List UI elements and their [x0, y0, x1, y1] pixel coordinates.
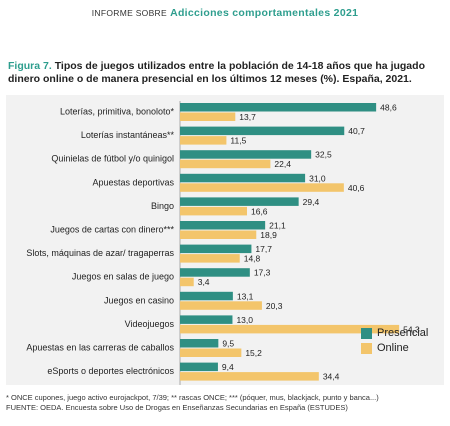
data-label-presencial: 17,7	[255, 244, 272, 254]
data-label-presencial: 9,5	[222, 339, 234, 349]
category-label: Juegos de cartas con dinero***	[50, 225, 174, 235]
bar-online	[180, 301, 262, 310]
bar-presencial	[180, 197, 299, 206]
bar-online	[180, 206, 247, 216]
data-label-presencial: 31,0	[309, 173, 326, 183]
category-label: Videojuegos	[125, 319, 175, 329]
data-label-presencial: 13,1	[237, 291, 254, 301]
footnote-source: FUENTE: OEDA. Encuesta sobre Uso de Drog…	[6, 403, 348, 412]
bar-presencial	[180, 126, 345, 136]
data-label-presencial: 21,1	[269, 221, 286, 231]
bar-presencial	[180, 221, 266, 230]
data-label-online: 11,5	[230, 136, 246, 146]
data-label-presencial: 17,3	[254, 268, 271, 278]
figure-title-text: Tipos de juegos utilizados entre la pobl…	[8, 60, 425, 85]
data-label-online: 15,2	[245, 348, 262, 358]
category-label: Juegos en salas de juego	[72, 272, 174, 282]
report-header-topic: Adicciones comportamentales 2021	[170, 7, 359, 19]
bar-presencial	[180, 339, 219, 348]
data-label-online: 18,9	[260, 230, 277, 240]
legend-label-presencial: Presencial	[377, 327, 429, 339]
legend-swatch-presencial	[361, 327, 372, 339]
bar-online	[180, 230, 257, 239]
legend-swatch-online	[361, 342, 372, 354]
data-label-presencial: 29,4	[303, 197, 320, 207]
data-label-presencial: 40,7	[348, 126, 365, 136]
data-label-online: 34,4	[323, 372, 340, 382]
data-label-online: 54,3	[403, 324, 420, 334]
figure-title: Figura 7. Tipos de juegos utilizados ent…	[8, 60, 444, 86]
data-label-online: 20,3	[266, 301, 283, 311]
data-label-presencial: 9,4	[222, 362, 234, 372]
bar-online	[180, 112, 236, 121]
category-label: Slots, máquinas de azar/ tragaperras	[26, 248, 174, 258]
category-label: Apuestas deportivas	[92, 177, 174, 187]
bar-presencial	[180, 291, 233, 301]
bar-online	[180, 136, 227, 145]
bar-online	[180, 254, 240, 263]
legend-label-online: Online	[377, 342, 409, 354]
data-label-online: 3,4	[198, 277, 210, 287]
bar-presencial	[180, 173, 306, 183]
bar-presencial	[180, 150, 312, 159]
data-label-online: 16,6	[251, 206, 268, 216]
data-label-presencial: 32,5	[315, 150, 332, 160]
legend-item-presencial: Presencial	[361, 327, 428, 339]
category-label: Juegos en casino	[104, 295, 174, 305]
category-label: eSports o deportes electrónicos	[47, 366, 174, 376]
bar-presencial	[180, 103, 377, 112]
footnote-abbreviations: * ONCE cupones, juego activo eurojackpot…	[6, 393, 379, 402]
bar-chart: Loterías, primitiva, bonoloto* 48,6 13,7 Lo…	[26, 101, 420, 385]
category-label: Quinielas de fútbol y/o quinigol	[51, 154, 174, 164]
category-label: Bingo	[151, 201, 174, 211]
bar-online	[180, 183, 344, 192]
data-label-presencial: 48,6	[380, 103, 397, 113]
bar-online	[180, 277, 194, 287]
data-label-online: 14,8	[244, 254, 261, 264]
bar-presencial	[180, 244, 252, 254]
chart-area: Loterías, primitiva, bonoloto* 48,6 13,7 Lo…	[6, 95, 444, 385]
category-label: Apuestas en las carreras de caballos	[26, 343, 174, 353]
bar-presencial	[180, 362, 218, 372]
bar-online	[180, 324, 400, 334]
data-label-online: 13,7	[239, 112, 256, 122]
footnotes: * ONCE cupones, juego activo eurojackpot…	[6, 393, 446, 413]
category-label: Loterías instantáneas**	[81, 130, 175, 140]
bar-online	[180, 348, 242, 357]
bar-presencial	[180, 315, 233, 324]
report-header: INFORME SOBRE Adicciones comportamentale…	[0, 7, 450, 19]
data-label-online: 40,6	[348, 183, 365, 193]
report-header-prefix: INFORME SOBRE	[91, 8, 167, 18]
chart-legend: Presencial Online	[361, 327, 428, 357]
category-label: Loterías, primitiva, bonoloto*	[60, 107, 175, 117]
legend-item-online: Online	[361, 342, 428, 354]
figure-label: Figura 7.	[8, 60, 52, 72]
data-label-online: 22,4	[274, 159, 291, 169]
data-label-presencial: 13,0	[236, 315, 253, 325]
bar-online	[180, 159, 271, 169]
bar-online	[180, 372, 319, 381]
bar-presencial	[180, 268, 250, 277]
